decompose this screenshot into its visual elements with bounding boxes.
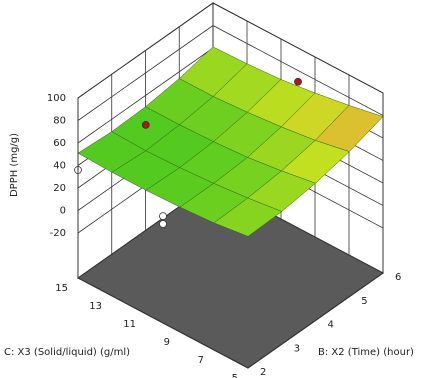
design-point: [159, 212, 167, 221]
x2-tick-label: 6: [395, 272, 401, 283]
z-axis-label: DPPH (mg/g): [9, 133, 20, 197]
x3-tick-label: 5: [232, 373, 238, 378]
x2-tick-label: 4: [328, 320, 334, 331]
x2-tick-label: 5: [361, 296, 367, 307]
x3-tick-label: 7: [198, 355, 204, 366]
x3-tick-label: 11: [123, 319, 136, 330]
box-edge: [77, 93, 384, 369]
z-tick-label: 40: [53, 161, 66, 172]
x3-tick-label: 13: [89, 301, 102, 312]
z-tick-label: 60: [53, 138, 66, 149]
surface-cell: [213, 197, 283, 237]
x3-tick-label: 9: [164, 337, 170, 348]
z-tick-label: 80: [53, 116, 66, 127]
z-tick-label: -20: [50, 228, 66, 239]
z-tick-label: 100: [47, 93, 66, 104]
z-tick-label: 0: [60, 206, 66, 217]
design-point: [159, 220, 167, 228]
x2-axis-label: B: X2 (Time) (hour): [318, 347, 414, 358]
x2-tick-label: 2: [260, 367, 266, 378]
design-point: [141, 120, 150, 129]
x3-axis-label: C: X3 (Solid/liquid) (g/ml): [4, 347, 130, 358]
design-point: [294, 77, 302, 86]
x3-tick-label: 15: [55, 283, 68, 294]
x2-tick-label: 3: [294, 343, 300, 354]
z-tick-label: 20: [53, 183, 66, 194]
